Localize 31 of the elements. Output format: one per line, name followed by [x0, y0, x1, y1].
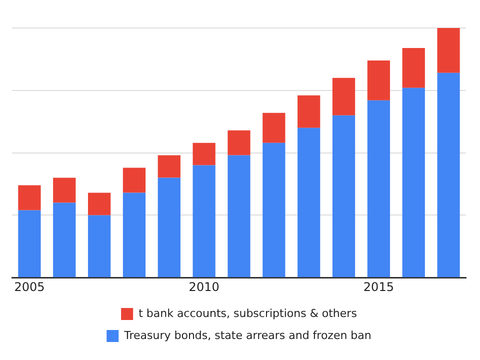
bar	[18, 185, 41, 210]
legend-label: Treasury bonds, state arrears and frozen ban	[123, 328, 372, 342]
bar	[402, 48, 425, 88]
bar	[53, 178, 76, 203]
bar	[367, 100, 390, 278]
bar	[53, 202, 76, 278]
bar	[158, 178, 180, 278]
x-tick-label: 2005	[14, 280, 45, 294]
bar	[437, 28, 460, 73]
bar	[88, 215, 111, 278]
bar	[192, 142, 216, 166]
bar	[332, 115, 356, 278]
legend-label: t bank accounts, subscriptions & others	[138, 306, 358, 320]
x-tick-label: 2010	[188, 280, 220, 294]
bar	[262, 112, 286, 143]
bar	[18, 210, 41, 278]
bar	[402, 88, 425, 278]
bar	[88, 192, 111, 216]
bar	[367, 60, 390, 100]
bar	[192, 165, 216, 278]
bar	[298, 128, 320, 278]
bar	[262, 142, 286, 278]
bar	[332, 78, 356, 116]
bar	[122, 168, 146, 193]
bar	[437, 72, 460, 278]
bar	[158, 155, 180, 178]
bar	[228, 130, 250, 156]
x-tick-label: 2015	[363, 280, 394, 294]
bar	[228, 155, 250, 278]
bar	[298, 95, 320, 128]
bar	[122, 192, 146, 278]
